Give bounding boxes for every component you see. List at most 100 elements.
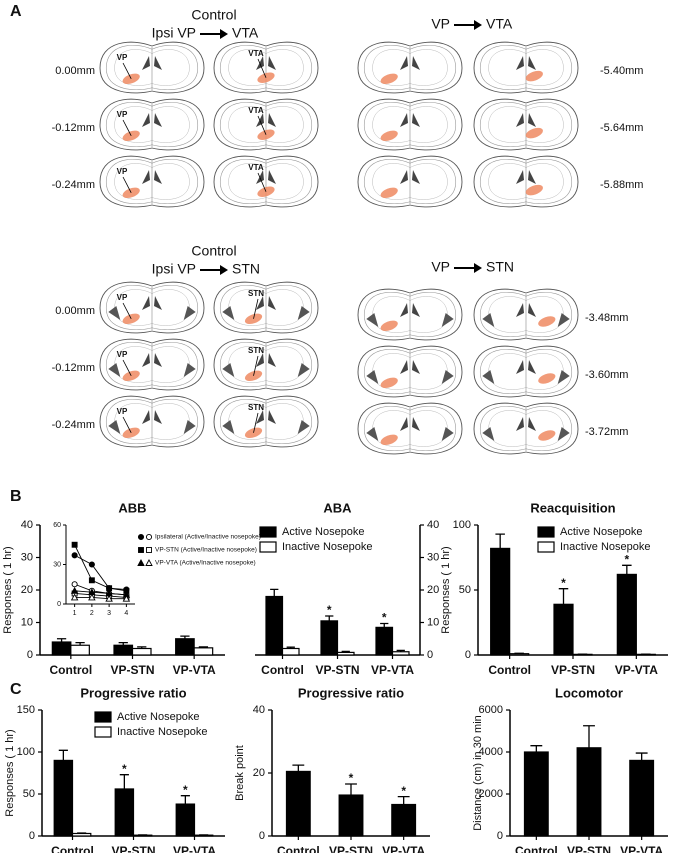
y-tick-label: 100 (17, 746, 35, 758)
level-label: 0.00mm (55, 305, 95, 317)
x-tick-label: Control (488, 663, 531, 677)
ventricle (142, 353, 162, 367)
injection-site (525, 127, 543, 139)
source-label: VP (431, 259, 450, 275)
brain-section (473, 155, 579, 208)
x-tick-label: Control (51, 844, 94, 853)
level-label: -5.64mm (600, 122, 643, 134)
brain-section (357, 98, 463, 151)
y-axis-label: Distance (cm) in 30 min (472, 715, 484, 831)
ventricle (142, 56, 162, 70)
ventricle (516, 56, 536, 70)
y-tick-label: 0 (497, 830, 503, 842)
group-title: Control (191, 243, 236, 259)
x-tick-label: VP-VTA (173, 844, 216, 853)
arrow-head (474, 20, 482, 30)
brain-section (357, 345, 463, 398)
bar (375, 626, 394, 656)
injection-site (380, 130, 398, 142)
panel-label: C (10, 681, 22, 698)
brain-section (473, 288, 579, 341)
brain-section (357, 41, 463, 94)
ventricle (516, 417, 536, 431)
ventricle (256, 410, 276, 424)
level-label: -0.24mm (52, 419, 95, 431)
bar (53, 759, 74, 837)
x-tick-label: Control (515, 844, 558, 853)
brain-section (473, 98, 579, 151)
marker (88, 593, 96, 601)
x-tick-label: VP-VTA (173, 663, 216, 677)
bar (629, 759, 655, 837)
bar (265, 595, 284, 656)
error-bar (75, 642, 85, 646)
legend-label: VP-VTA (Active/Inactive nosepoke) (155, 560, 256, 567)
error-bar (558, 588, 569, 605)
error-bar (56, 638, 67, 642)
y-tick-label: 100 (453, 519, 471, 531)
ventricle (400, 360, 420, 374)
legend-label: Inactive Nosepoke (117, 726, 208, 738)
y-tick-label: 6000 (479, 704, 503, 716)
level-label: -3.60mm (585, 369, 628, 381)
error-bar (119, 774, 129, 789)
chart-title: ABB (118, 500, 146, 515)
x-tick-label: Control (50, 663, 93, 677)
error-bar (530, 745, 543, 752)
region-label: VP (117, 53, 128, 62)
bar (576, 747, 602, 837)
brain-section (213, 395, 319, 448)
level-label: -5.88mm (600, 179, 643, 191)
error-bar (380, 622, 389, 628)
significance-star: * (327, 603, 332, 617)
source-label: Ipsi VP (152, 261, 196, 277)
brain-section (213, 338, 319, 391)
ventricle (400, 113, 420, 127)
series-line (74, 544, 127, 592)
brain-section (357, 288, 463, 341)
target-label: STN (232, 261, 260, 277)
target-label: VTA (232, 25, 259, 41)
significance-star: * (183, 783, 188, 797)
level-label: 0.00mm (55, 65, 95, 77)
legend-label: Active Nosepoke (560, 526, 643, 538)
x-tick-label: VP-VTA (615, 663, 658, 677)
legend-label: Active Nosepoke (117, 711, 200, 723)
marker (70, 593, 79, 601)
chart-title: Locomotor (555, 685, 623, 700)
panel-label: A (10, 3, 22, 20)
bar (114, 788, 135, 837)
region-pointer (122, 302, 132, 319)
arrow-head (220, 265, 228, 275)
group-title: Control (191, 7, 236, 23)
x-tick-label: VP-STN (567, 844, 611, 853)
y-tick-label: 40 (21, 519, 33, 531)
error-bar (180, 795, 190, 805)
y-tick-label: 0 (427, 649, 433, 661)
y-axis-label: Responses ( 1 hr) (4, 729, 16, 816)
y-tick-label: 50 (459, 584, 471, 596)
series-line (74, 590, 127, 596)
error-bar (345, 783, 357, 796)
brain-section (99, 41, 205, 94)
error-bar (137, 646, 147, 649)
y-tick-label: 0 (29, 830, 35, 842)
bar (175, 803, 196, 837)
legend-label: Ipsilateral (Active/Inactive nosepoke) (155, 534, 261, 541)
arrow-head (220, 29, 228, 39)
brain-section (99, 395, 205, 448)
legend-swatch (259, 526, 277, 538)
x-tick-label: VP-STN (329, 844, 373, 853)
series-line (74, 554, 127, 590)
legend-swatch (537, 541, 555, 553)
brain-section (99, 98, 205, 151)
marker (70, 586, 79, 594)
injection-site (380, 73, 398, 85)
marker (145, 533, 153, 541)
chart-title: Reacquisition (530, 500, 615, 515)
injection-site (380, 187, 398, 199)
ventricle (516, 360, 536, 374)
target-label: VTA (486, 16, 513, 32)
brain-section (99, 155, 205, 208)
ventricle (256, 353, 276, 367)
